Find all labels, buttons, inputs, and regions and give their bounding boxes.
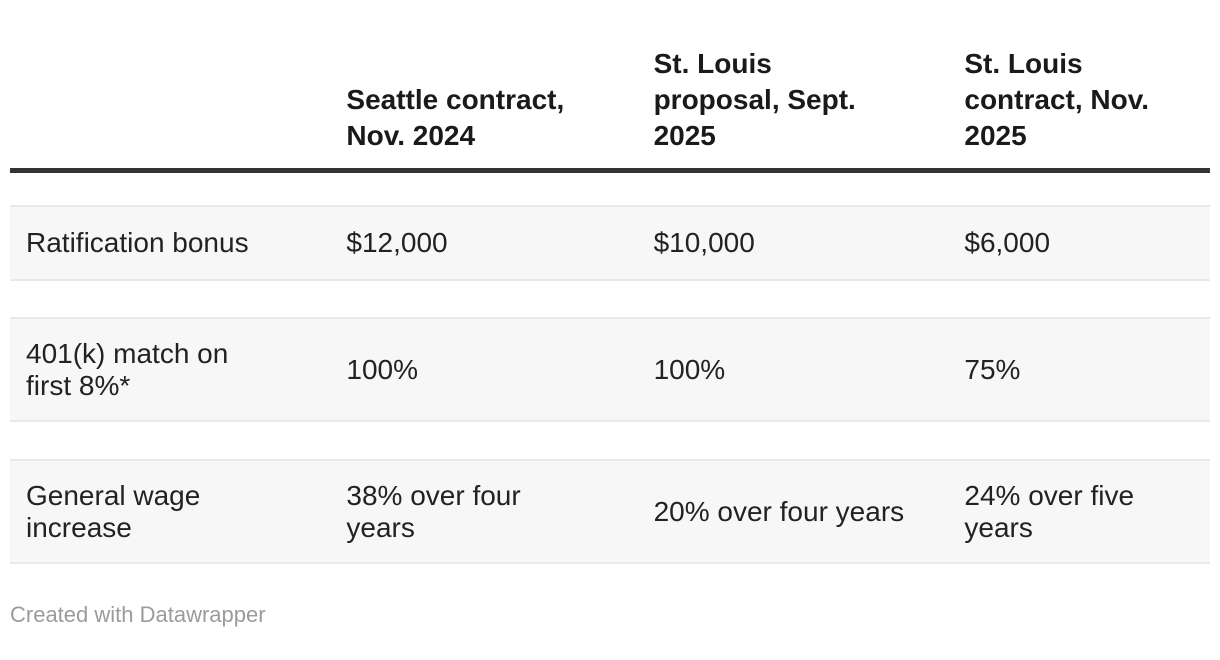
row-spacer — [10, 280, 1210, 319]
row-label: Ratification bonus — [10, 206, 331, 281]
table-cell: $6,000 — [948, 206, 1210, 281]
table-cell: 100% — [637, 318, 949, 422]
column-header-seattle-contract: Seattle contract, Nov. 2024 — [330, 0, 638, 173]
row-label: General wage increase — [10, 460, 331, 564]
table-cell: 20% over four years — [637, 460, 949, 564]
column-header-stlouis-contract: St. Louis contract, Nov. 2025 — [948, 0, 1210, 173]
table-row-ratification-bonus: Ratification bonus $12,000 $10,000 $6,00… — [10, 206, 1210, 281]
table-row-401k-match: 401(k) match on first 8%* 100% 100% 75% — [10, 318, 1210, 422]
table-cell: 38% over four years — [330, 460, 638, 564]
column-header-stlouis-proposal: St. Louis proposal, Sept. 2025 — [637, 0, 949, 173]
table-cell: 75% — [948, 318, 1210, 422]
row-spacer — [10, 421, 1210, 461]
header-row: Seattle contract, Nov. 2024 St. Louis pr… — [10, 0, 1210, 173]
table-cell: $10,000 — [637, 206, 949, 281]
row-spacer — [10, 170, 1210, 207]
table-row-general-wage-increase: General wage increase 38% over four year… — [10, 460, 1210, 564]
row-label: 401(k) match on first 8%* — [10, 318, 331, 422]
table-cell: 100% — [330, 318, 638, 422]
comparison-table: Seattle contract, Nov. 2024 St. Louis pr… — [10, 0, 1210, 564]
column-header-row-labels — [10, 0, 331, 173]
table-cell: $12,000 — [330, 206, 638, 281]
table-cell: 24% over five years — [948, 460, 1210, 564]
datawrapper-attribution: Created with Datawrapper — [10, 602, 266, 627]
